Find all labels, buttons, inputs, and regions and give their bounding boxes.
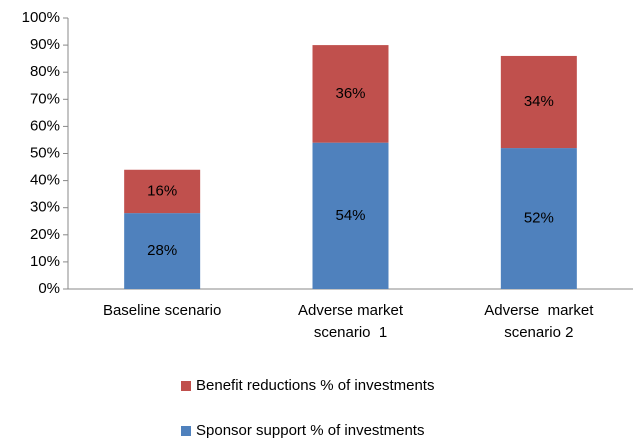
y-tick-label: 70%	[30, 90, 60, 107]
bar-segment	[312, 142, 389, 289]
legend-label: Benefit reductions % of investments	[196, 377, 434, 394]
bar-segment	[312, 45, 389, 143]
bar-segment	[500, 55, 577, 149]
bar-segment	[124, 213, 201, 289]
data-label: 34%	[524, 93, 554, 110]
y-tick-label: 80%	[30, 63, 60, 80]
y-tick-label: 30%	[30, 199, 60, 216]
y-tick-label: 50%	[30, 144, 60, 161]
y-tick-label: 10%	[30, 253, 60, 270]
y-tick-label: 60%	[30, 117, 60, 134]
data-label: 52%	[524, 210, 554, 227]
y-tick-label: 90%	[30, 36, 60, 53]
data-label: 36%	[335, 85, 365, 102]
y-tick-label: 20%	[30, 226, 60, 243]
legend-label: Sponsor support % of investments	[196, 422, 424, 438]
x-tick-label: Adverse market scenario 2	[484, 302, 598, 341]
bar-segment	[124, 169, 201, 214]
data-label: 54%	[335, 207, 365, 224]
data-label: 28%	[147, 242, 177, 259]
legend-swatch	[181, 426, 191, 436]
y-tick-label: 100%	[22, 9, 60, 26]
y-tick-label: 0%	[38, 280, 60, 297]
bar-segment	[500, 148, 577, 289]
y-tick-label: 40%	[30, 172, 60, 189]
legend-swatch	[181, 381, 191, 391]
x-tick-label: Baseline scenario	[102, 302, 222, 319]
data-label: 16%	[147, 182, 177, 199]
x-tick-label: Adverse market scenario 1	[297, 302, 408, 341]
